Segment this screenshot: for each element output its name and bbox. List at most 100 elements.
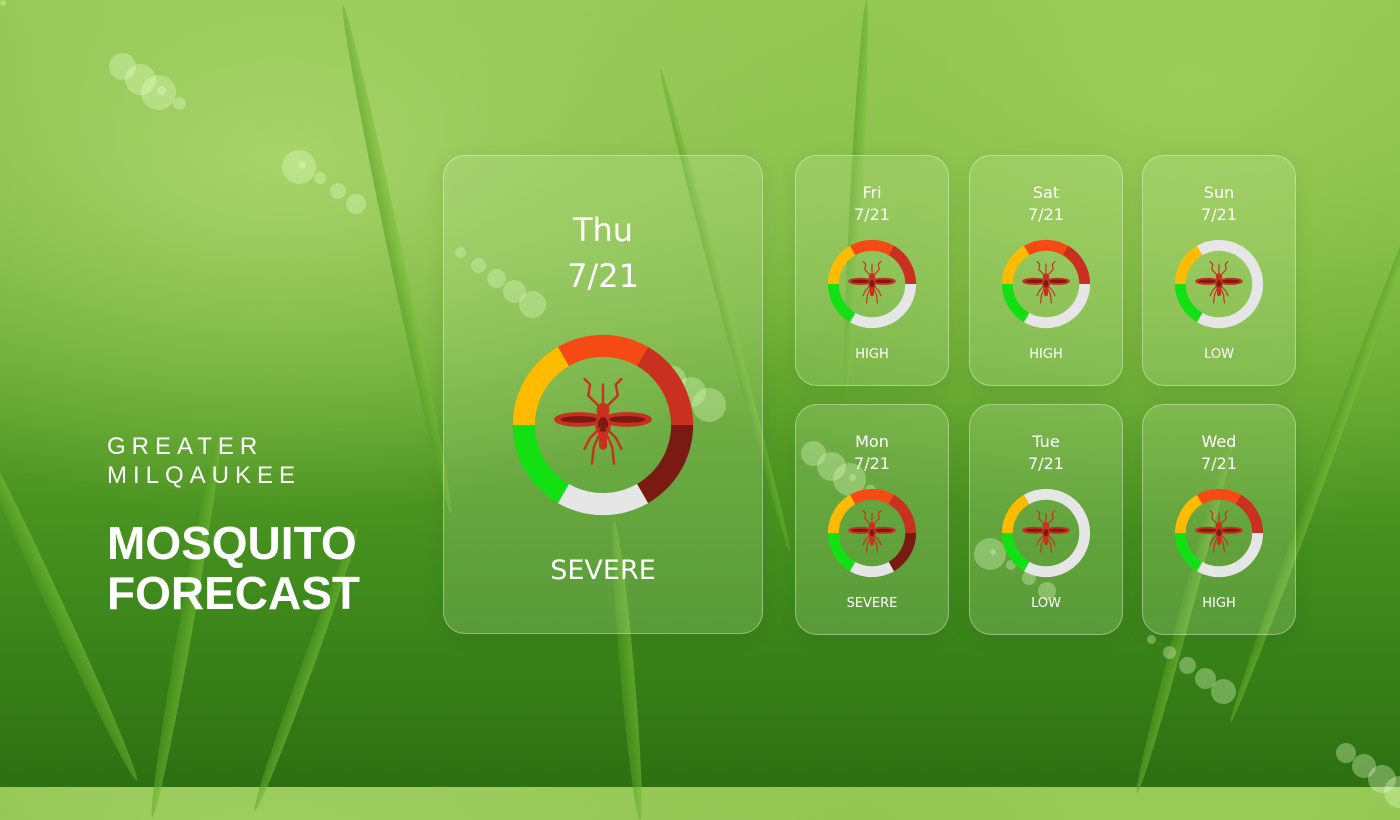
day-label: Fri [862,183,882,202]
gauge-segment [849,239,895,256]
bokeh-dot [282,150,316,184]
mosquito-icon [848,260,896,304]
risk-gauge [827,488,917,578]
gauge-segment [888,245,917,284]
bokeh-dot [173,97,186,110]
day-label: Sat [1032,183,1060,202]
date-label: 7/21 [1201,205,1237,224]
gauge-segment [557,334,649,367]
date-label: 7/21 [1201,454,1237,473]
bokeh-dot [141,75,176,110]
gauge-segment [1062,494,1091,533]
bokeh-dot [330,183,346,199]
risk-gauge [1001,488,1091,578]
gauge-segment [849,488,895,505]
day-label: Wed [1201,432,1237,451]
bokeh-dot [990,549,996,555]
forecast-card-sun[interactable]: Sun 7/21 LOW [1142,155,1296,386]
date-label: 7/21 [854,454,890,473]
risk-level: HIGH [1029,347,1063,362]
gauge-segment [1023,312,1069,329]
risk-level: LOW [1031,596,1061,611]
mosquito-icon [1195,260,1243,304]
risk-gauge [827,239,917,329]
gauge-segment [1174,494,1203,533]
gauge-segment [888,284,917,323]
risk-gauge [1174,239,1264,329]
risk-gauge [1174,488,1264,578]
day-label: Thu [572,211,634,249]
gauge-segment [827,494,856,533]
bokeh-dot [346,194,366,214]
risk-level: SEVERE [550,555,656,586]
date-label: 7/21 [1028,205,1064,224]
mosquito-icon [848,509,896,553]
gauge-segment [849,312,895,329]
brand-title: MOSQUITO FORECAST [107,518,360,618]
bokeh-dot [692,388,726,422]
gauge-segment [1196,561,1242,578]
gauge-segment [1062,245,1091,284]
bokeh-dot [1195,668,1216,689]
gauge-segment [1235,245,1264,284]
date-label: 7/21 [854,205,890,224]
gauge-segment [637,425,694,504]
bokeh-dot [1006,560,1016,570]
forecast-card-wed[interactable]: Wed 7/21 HIGH [1142,404,1296,635]
bokeh-dot [471,258,486,273]
gauge-segment [1001,284,1030,323]
today-card[interactable]: Thu 7/21 SEVERE [443,155,763,634]
gauge-segment [1196,312,1242,329]
bokeh-dot [0,0,6,6]
gauge-segment [512,346,569,425]
gauge-segment [827,284,856,323]
gauge-segment [637,346,694,425]
forecast-card-tue[interactable]: Tue 7/21 LOW [969,404,1123,635]
gauge-segment [1062,284,1091,323]
risk-level: SEVERE [846,596,898,611]
bokeh-dot [801,441,826,466]
mosquito-icon [1022,260,1070,304]
mosquito-icon [1022,509,1070,553]
gauge-segment [827,533,856,572]
bokeh-dot [1163,646,1176,659]
date-label: 7/21 [567,257,639,295]
bokeh-dot [503,280,526,303]
bokeh-dot [125,64,156,95]
mosquito-icon [554,377,652,465]
gauge-segment [1235,494,1264,533]
day-label: Tue [1032,432,1060,451]
bokeh-dot [1179,657,1196,674]
bokeh-dot [1352,754,1376,778]
brand-title-1: MOSQUITO [107,517,357,569]
gauge-segment [1174,284,1203,323]
day-label: Mon [855,432,889,451]
gauge-segment [1174,533,1203,572]
bokeh-dot [314,172,326,184]
gauge-segment [1023,561,1069,578]
gauge-segment [1023,239,1069,256]
day-label: Sun [1203,183,1235,202]
gauge-segment [1001,245,1030,284]
risk-level: HIGH [855,347,889,362]
gauge-segment [1001,533,1030,572]
forecast-card-mon[interactable]: Mon 7/21 SEVERE [795,404,949,635]
gauge-segment [888,494,917,533]
gauge-segment [1001,494,1030,533]
risk-gauge [1001,239,1091,329]
forecast-card-sat[interactable]: Sat 7/21 HIGH [969,155,1123,386]
bokeh-dot [817,452,846,481]
brand-title-2: FORECAST [107,567,360,619]
bokeh-dot [455,247,466,258]
gauge-segment [512,425,569,504]
mosquito-icon [1195,509,1243,553]
date-label: 7/21 [1028,454,1064,473]
gauge-segment [1235,284,1264,323]
bokeh-dot [157,86,166,95]
forecast-card-fri[interactable]: Fri 7/21 HIGH [795,155,949,386]
gauge-segment [1196,239,1242,256]
bokeh-dot [109,53,136,80]
bokeh-dot [1211,679,1236,704]
gauge-segment [827,245,856,284]
gauge-segment [888,533,917,572]
